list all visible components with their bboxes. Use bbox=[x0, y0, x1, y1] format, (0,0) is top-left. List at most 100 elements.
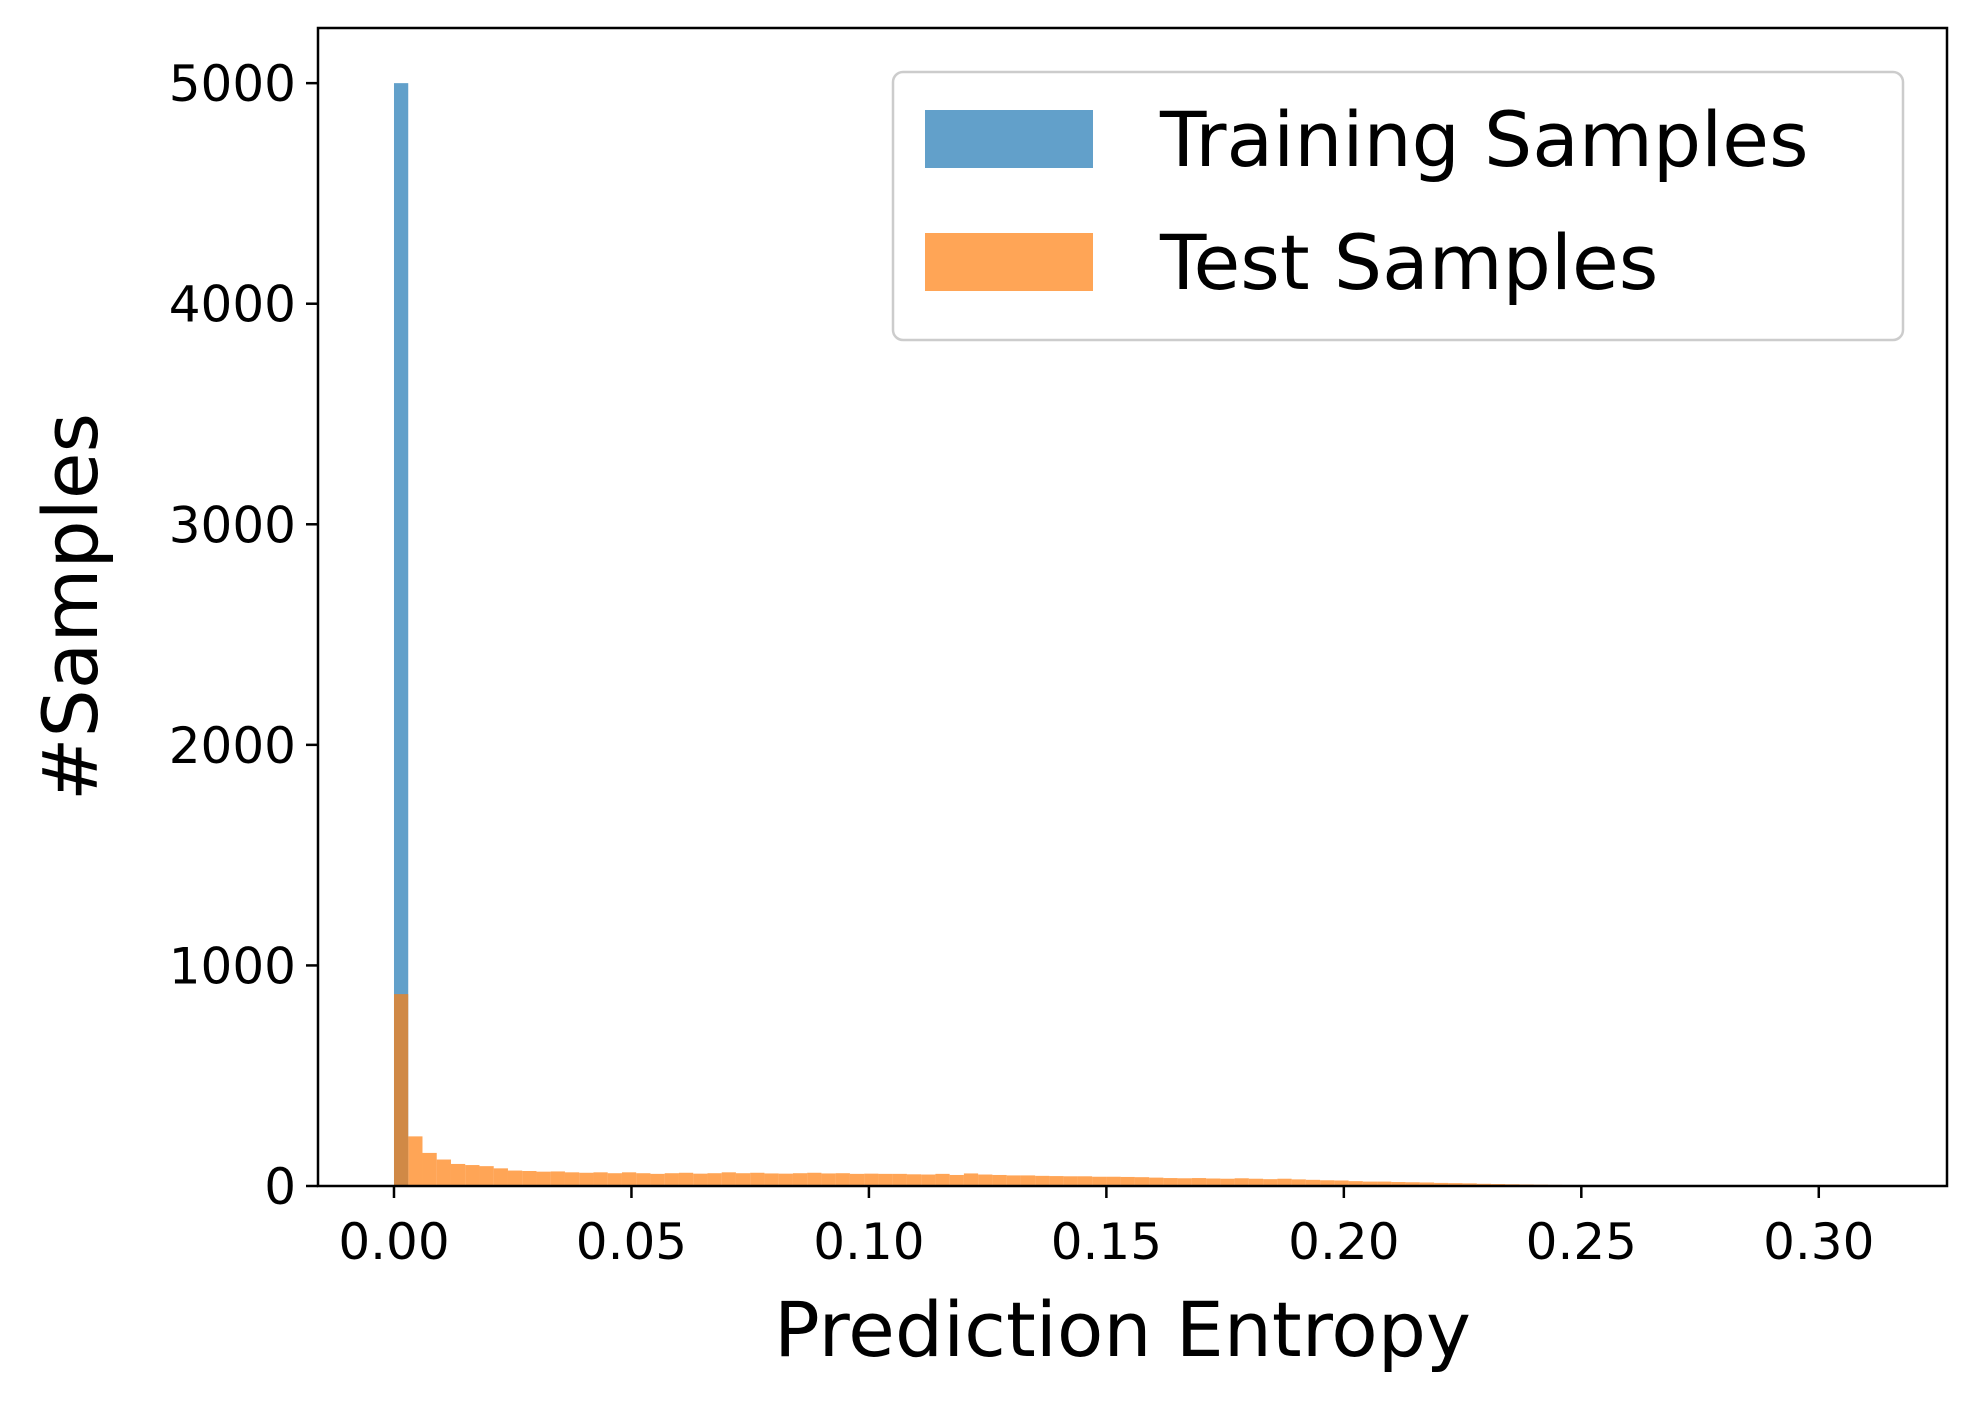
y-tick-label-2: 2000 bbox=[169, 717, 296, 775]
y-tick-label-1: 1000 bbox=[169, 937, 296, 995]
bar-test-69 bbox=[1377, 1181, 1392, 1186]
bar-test-44 bbox=[1020, 1175, 1036, 1186]
bar-test-21 bbox=[693, 1173, 708, 1186]
plot-frame bbox=[316, 26, 1949, 1188]
bar-test-56 bbox=[1191, 1178, 1207, 1186]
bar-test-24 bbox=[735, 1173, 751, 1186]
bar-test-63 bbox=[1291, 1179, 1306, 1186]
bar-test-57 bbox=[1206, 1178, 1221, 1186]
bar-test-72 bbox=[1419, 1182, 1435, 1186]
bar-test-46 bbox=[1049, 1176, 1064, 1186]
bar-test-50 bbox=[1106, 1176, 1121, 1186]
bar-test-15 bbox=[607, 1173, 622, 1186]
bar-test-35 bbox=[892, 1173, 907, 1186]
bar-test-10 bbox=[536, 1171, 551, 1186]
bar-test-18 bbox=[650, 1173, 665, 1186]
y-tick-label-4: 4000 bbox=[169, 276, 296, 334]
bar-training-0 bbox=[393, 83, 409, 1187]
bar-test-62 bbox=[1277, 1178, 1292, 1186]
bar-test-54 bbox=[1163, 1178, 1178, 1186]
bar-test-6 bbox=[479, 1166, 494, 1186]
bar-test-36 bbox=[906, 1174, 922, 1186]
bar-test-19 bbox=[664, 1173, 679, 1186]
x-tick-label-2: 0.10 bbox=[813, 1213, 924, 1271]
bar-test-33 bbox=[864, 1173, 879, 1186]
bar-test-37 bbox=[921, 1174, 936, 1186]
x-tick-label-6: 0.30 bbox=[1763, 1213, 1874, 1271]
bar-test-32 bbox=[849, 1173, 865, 1186]
bar-test-26 bbox=[764, 1173, 779, 1186]
bar-test-48 bbox=[1077, 1176, 1093, 1186]
legend-swatch-test bbox=[925, 233, 1093, 291]
bar-test-55 bbox=[1177, 1178, 1192, 1186]
y-axis: 0 1000 2000 3000 4000 5000 bbox=[169, 55, 318, 1216]
legend-box bbox=[891, 70, 1905, 342]
x-axis-title: Prediction Entropy bbox=[774, 1285, 1471, 1374]
bar-test-30 bbox=[821, 1173, 836, 1186]
bar-test-29 bbox=[807, 1172, 822, 1186]
bar-test-31 bbox=[835, 1173, 850, 1186]
bar-test-42 bbox=[992, 1174, 1007, 1186]
bar-test-5 bbox=[465, 1165, 480, 1186]
bar-test-9 bbox=[522, 1171, 537, 1186]
bar-test-45 bbox=[1035, 1175, 1050, 1186]
bar-test-75 bbox=[1462, 1183, 1477, 1186]
y-axis-title: #Samples bbox=[26, 413, 115, 801]
bar-test-58 bbox=[1220, 1178, 1235, 1186]
bar-test-1 bbox=[408, 1136, 423, 1186]
bar-test-17 bbox=[636, 1173, 651, 1186]
bar-test-65 bbox=[1320, 1180, 1335, 1186]
bar-test-8 bbox=[507, 1170, 523, 1186]
bar-test-14 bbox=[593, 1172, 608, 1186]
bar-test-52 bbox=[1134, 1177, 1150, 1186]
bar-test-28 bbox=[792, 1173, 808, 1186]
bar-test-2 bbox=[422, 1152, 437, 1186]
bar-test-23 bbox=[721, 1172, 736, 1186]
legend-label-test: Test Samples bbox=[1159, 218, 1658, 307]
bar-test-4 bbox=[450, 1163, 466, 1186]
bar-test-71 bbox=[1405, 1182, 1420, 1186]
x-tick-label-5: 0.25 bbox=[1526, 1213, 1637, 1271]
bar-test-38 bbox=[935, 1173, 950, 1186]
bar-test-64 bbox=[1305, 1179, 1321, 1186]
bar-test-0 bbox=[393, 994, 409, 1186]
bar-test-47 bbox=[1063, 1176, 1078, 1186]
bar-test-16 bbox=[621, 1172, 637, 1186]
x-tick-label-4: 0.20 bbox=[1288, 1213, 1399, 1271]
legend: Training Samples Test Samples bbox=[891, 70, 1905, 342]
x-tick-label-0: 0.00 bbox=[338, 1213, 449, 1271]
x-tick-label-3: 0.15 bbox=[1051, 1213, 1162, 1271]
bar-test-27 bbox=[778, 1173, 793, 1186]
y-tick-label-0: 0 bbox=[264, 1158, 296, 1216]
y-tick-label-5: 5000 bbox=[169, 55, 296, 113]
bar-test-51 bbox=[1120, 1176, 1135, 1186]
bar-test-53 bbox=[1149, 1177, 1164, 1186]
bar-test-22 bbox=[707, 1173, 722, 1186]
bar-test-67 bbox=[1348, 1181, 1363, 1186]
bar-test-25 bbox=[750, 1172, 765, 1186]
bar-test-12 bbox=[564, 1172, 580, 1186]
bar-test-60 bbox=[1248, 1178, 1264, 1186]
bar-test-7 bbox=[493, 1168, 508, 1186]
x-tick-label-1: 0.05 bbox=[576, 1213, 687, 1271]
bar-test-49 bbox=[1092, 1176, 1107, 1186]
y-tick-label-3: 3000 bbox=[169, 496, 296, 554]
bar-test-40 bbox=[963, 1173, 979, 1186]
bar-test-3 bbox=[436, 1159, 451, 1186]
bar-test-70 bbox=[1391, 1182, 1406, 1186]
legend-label-training: Training Samples bbox=[1159, 95, 1809, 184]
bars-layer bbox=[393, 83, 1876, 1187]
legend-swatch-training bbox=[925, 110, 1093, 168]
bar-test-43 bbox=[1006, 1175, 1021, 1186]
bar-test-41 bbox=[978, 1174, 993, 1186]
bar-test-34 bbox=[878, 1173, 893, 1186]
bar-test-73 bbox=[1434, 1182, 1449, 1186]
bar-test-59 bbox=[1234, 1178, 1249, 1186]
bar-test-20 bbox=[678, 1172, 694, 1186]
bar-test-74 bbox=[1448, 1183, 1463, 1186]
bar-test-39 bbox=[949, 1174, 964, 1186]
bar-test-68 bbox=[1362, 1181, 1378, 1186]
x-axis: 0.00 0.05 0.10 0.15 0.20 0.25 0.30 bbox=[338, 1186, 1874, 1271]
bar-test-66 bbox=[1334, 1180, 1349, 1186]
